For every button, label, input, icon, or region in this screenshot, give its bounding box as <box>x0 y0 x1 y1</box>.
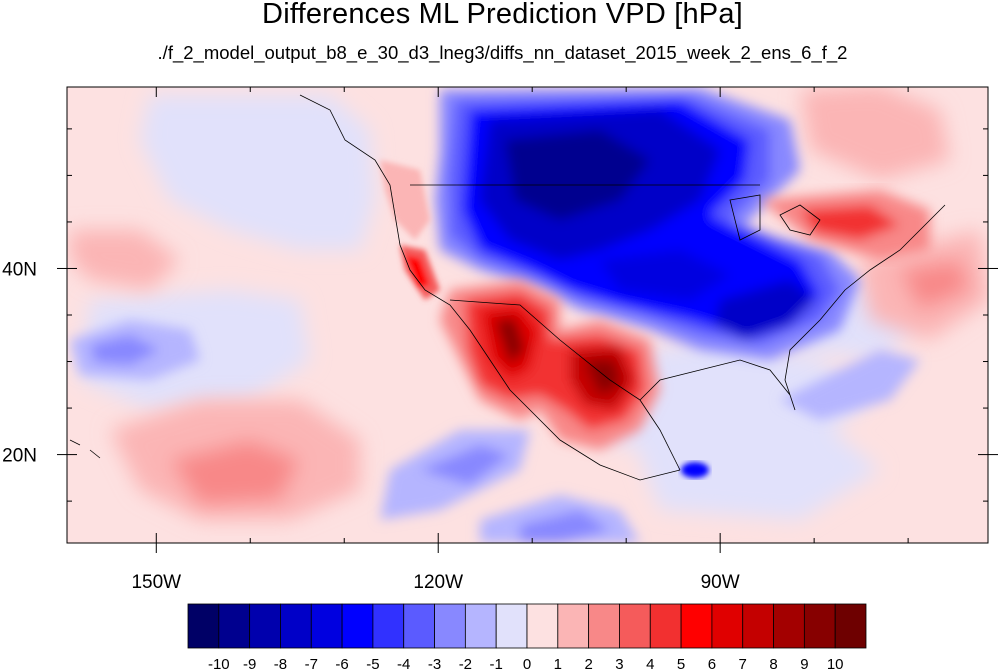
slightly-negative-areas <box>80 95 920 520</box>
colorbar-level-label: -4 <box>397 656 410 672</box>
map-title: Differences ML Prediction VPD [hPa] <box>262 0 743 30</box>
colorbar-level-label: 6 <box>708 656 716 672</box>
colorbar-box <box>403 603 435 649</box>
colorbar-box <box>680 603 713 649</box>
colorbar-box <box>834 603 867 649</box>
colorbar-level-label: -1 <box>490 656 503 672</box>
lon-tick-label: 120W <box>413 572 463 593</box>
map-subtitle: ./f_2_model_output_b8_e_30_d3_lneg3/diff… <box>157 42 848 63</box>
lat-tick-label: 20N <box>2 446 37 467</box>
colorbar-level-label: 5 <box>677 656 685 672</box>
colorbar-level-label: 9 <box>800 656 808 672</box>
colorbar-box <box>310 603 343 649</box>
colorbar-box <box>711 603 744 649</box>
coastlines-and-borders <box>69 94 946 481</box>
colorbar-level-label: 4 <box>646 656 654 672</box>
colorbar-box <box>249 603 281 649</box>
colorbar-level-label: -2 <box>459 656 472 672</box>
colorbar-level-label: -8 <box>274 656 287 672</box>
continental-negative-region <box>435 88 860 360</box>
colorbar-box <box>742 603 774 649</box>
colorbar-level-label: 8 <box>769 656 777 672</box>
colorbar-level-label: 1 <box>554 656 562 672</box>
colorbar-level-label: 0 <box>523 656 531 672</box>
colorbar-level-label: 3 <box>615 656 623 672</box>
colorbar-box <box>341 603 374 649</box>
colorbar-box <box>588 603 620 649</box>
colorbar-box <box>495 603 528 649</box>
colorbar-box <box>619 603 651 649</box>
colorbar-level-label: -5 <box>366 656 379 672</box>
colorbar-box <box>464 603 497 649</box>
filled-contour-field <box>67 87 988 543</box>
colorbar-level-label: 10 <box>827 656 844 672</box>
colorbar-box <box>218 603 251 649</box>
northeast-positive-region <box>760 190 930 260</box>
axis-ticks: 150W 120W 90W 40N 20N <box>2 87 998 593</box>
colorbar-level-label: 2 <box>584 656 592 672</box>
colorbar-level-label: -6 <box>335 656 348 672</box>
west-coast-positive <box>380 160 440 300</box>
colorbar-level-label: -3 <box>428 656 441 672</box>
lon-tick-label: 90W <box>701 572 740 593</box>
colorbar-box <box>557 603 590 649</box>
colorbar-labels: -10 -9 -8 -7 -6 -5 -4 -3 -2 -1 0 1 2 3 4 5 6 7 8 9 10 <box>208 656 844 672</box>
colorbar-boxes <box>187 603 867 649</box>
lat-tick-label: 40N <box>2 259 37 280</box>
colorbar-box <box>280 603 312 649</box>
gulf-negative-spot <box>681 462 709 478</box>
colorbar-level-label: 7 <box>739 656 747 672</box>
colorbar-box <box>372 603 405 649</box>
colorbar-box <box>526 603 559 649</box>
pacific-negative-patches <box>70 320 920 543</box>
lon-tick-label: 150W <box>131 572 181 593</box>
colorbar-level-label: -10 <box>208 656 230 672</box>
colorbar-box <box>649 603 682 649</box>
colorbar-level-label: -7 <box>305 656 318 672</box>
colorbar-box <box>773 603 805 649</box>
colorbar-box <box>187 603 220 649</box>
colorbar-box <box>803 603 836 649</box>
colorbar-box <box>434 603 466 649</box>
southwest-positive-region <box>440 280 660 450</box>
colorbar-level-label: -9 <box>243 656 256 672</box>
